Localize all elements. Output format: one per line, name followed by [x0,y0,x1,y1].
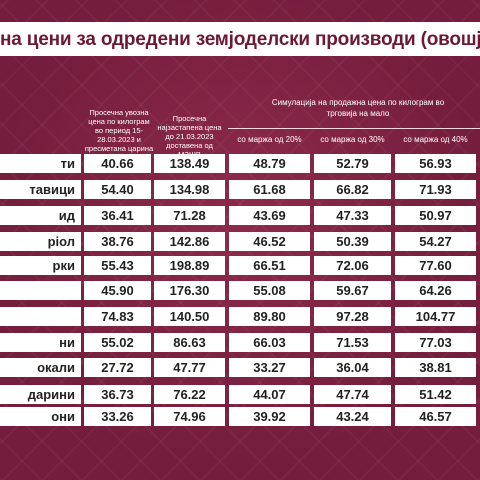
margin-40-cell: 38.81 [395,358,476,377]
table-row: тавици 54.40 134.98 61.68 66.82 71.93 [0,180,480,199]
product-name-cell: ид [0,206,81,225]
common-price-cell: 198.89 [154,256,225,275]
import-price-cell: 55.43 [84,256,151,275]
common-price-cell: 138.49 [154,154,225,173]
title-bar [0,22,480,56]
product-name-cell: тавици [0,180,81,199]
common-price-cell: 71.28 [154,206,225,225]
margin-20-cell: 44.07 [229,385,310,404]
import-price-cell: 40.66 [84,154,151,173]
table-row: ни 55.02 86.63 66.03 71.53 77.03 [0,333,480,352]
margin-40-cell: 46.57 [395,407,476,426]
margin-20-cell: 89.80 [229,307,310,326]
header-simulation: Симулација на продажна цена по килограм … [271,98,445,118]
margin-30-cell: 47.74 [314,385,391,404]
margin-40-cell: 54.27 [395,232,476,251]
import-price-cell: 54.40 [84,180,151,199]
margin-20-cell: 43.69 [229,206,310,225]
simulation-divider [228,128,480,129]
import-price-cell: 55.02 [84,333,151,352]
product-name-cell: дарини [0,385,81,404]
header-common-price: Просечна најзастапена цена до 21.03.2023… [157,114,222,159]
product-name: дарини [27,387,75,402]
margin-30-cell: 66.82 [314,180,391,199]
product-name: ид [58,208,75,223]
import-price-cell: 38.76 [84,232,151,251]
table-row: дарини 36.73 76.22 44.07 47.74 51.42 [0,385,480,404]
table-row: ид 36.41 71.28 43.69 47.33 50.97 [0,206,480,225]
import-price-cell: 27.72 [84,358,151,377]
import-price-cell: 45.90 [84,281,151,300]
margin-30-cell: 43.24 [314,407,391,426]
product-name: тавици [29,182,75,197]
table-row: 74.83 140.50 89.80 97.28 104.77 [0,307,480,326]
product-name: окали [37,360,75,375]
common-price-cell: 47.77 [154,358,225,377]
margin-20-cell: 33.27 [229,358,310,377]
margin-20-cell: 46.52 [229,232,310,251]
product-name-cell: окали [0,358,81,377]
product-name-cell: они [0,407,81,426]
margin-20-cell: 61.68 [229,180,310,199]
common-price-cell: 74.96 [154,407,225,426]
margin-40-cell: 51.42 [395,385,476,404]
table-row: 45.90 176.30 55.08 59.67 64.26 [0,281,480,300]
margin-20-cell: 48.79 [229,154,310,173]
margin-20-cell: 66.03 [229,333,310,352]
product-name-cell: рки [0,256,81,275]
margin-40-cell: 50.97 [395,206,476,225]
product-name: рки [52,258,75,273]
margin-30-cell: 47.33 [314,206,391,225]
common-price-cell: 76.22 [154,385,225,404]
table-row: они 33.26 74.96 39.92 43.24 46.57 [0,407,480,426]
margin-30-cell: 72.06 [314,256,391,275]
margin-30-cell: 50.39 [314,232,391,251]
common-price-cell: 134.98 [154,180,225,199]
product-name-cell [0,307,81,326]
table-row: рки 55.43 198.89 66.51 72.06 77.60 [0,256,480,275]
product-name-cell: рiол [0,232,81,251]
margin-30-cell: 97.28 [314,307,391,326]
margin-20-cell: 39.92 [229,407,310,426]
margin-30-cell: 59.67 [314,281,391,300]
product-name: ни [59,335,75,350]
page-title: на цени за одредени земјоделски производ… [0,29,480,50]
import-price-cell: 36.73 [84,385,151,404]
import-price-cell: 74.83 [84,307,151,326]
margin-40-cell: 104.77 [395,307,476,326]
header-margin-40: со маржа од 40% [403,135,468,144]
import-price-cell: 36.41 [84,206,151,225]
margin-20-cell: 66.51 [229,256,310,275]
table-row: рiол 38.76 142.86 46.52 50.39 54.27 [0,232,480,251]
product-name: они [51,409,75,424]
margin-20-cell: 55.08 [229,281,310,300]
table-row: окали 27.72 47.77 33.27 36.04 38.81 [0,358,480,377]
margin-40-cell: 77.60 [395,256,476,275]
margin-30-cell: 36.04 [314,358,391,377]
import-price-cell: 33.26 [84,407,151,426]
product-name: ти [60,156,75,171]
product-name: рiол [47,234,75,249]
common-price-cell: 86.63 [154,333,225,352]
product-name-cell [0,281,81,300]
header-import-price: Просечна увозна цена по килограм во пери… [84,108,154,153]
table-row: ти 40.66 138.49 48.79 52.79 56.93 [0,154,480,173]
product-name-cell: ни [0,333,81,352]
header-margin-30: со маржа од 30% [320,135,385,144]
common-price-cell: 140.50 [154,307,225,326]
margin-40-cell: 64.26 [395,281,476,300]
margin-30-cell: 71.53 [314,333,391,352]
margin-30-cell: 52.79 [314,154,391,173]
margin-40-cell: 77.03 [395,333,476,352]
margin-40-cell: 71.93 [395,180,476,199]
common-price-cell: 142.86 [154,232,225,251]
product-name-cell: ти [0,154,81,173]
margin-40-cell: 56.93 [395,154,476,173]
header-margin-20: со маржа од 20% [237,135,302,144]
common-price-cell: 176.30 [154,281,225,300]
